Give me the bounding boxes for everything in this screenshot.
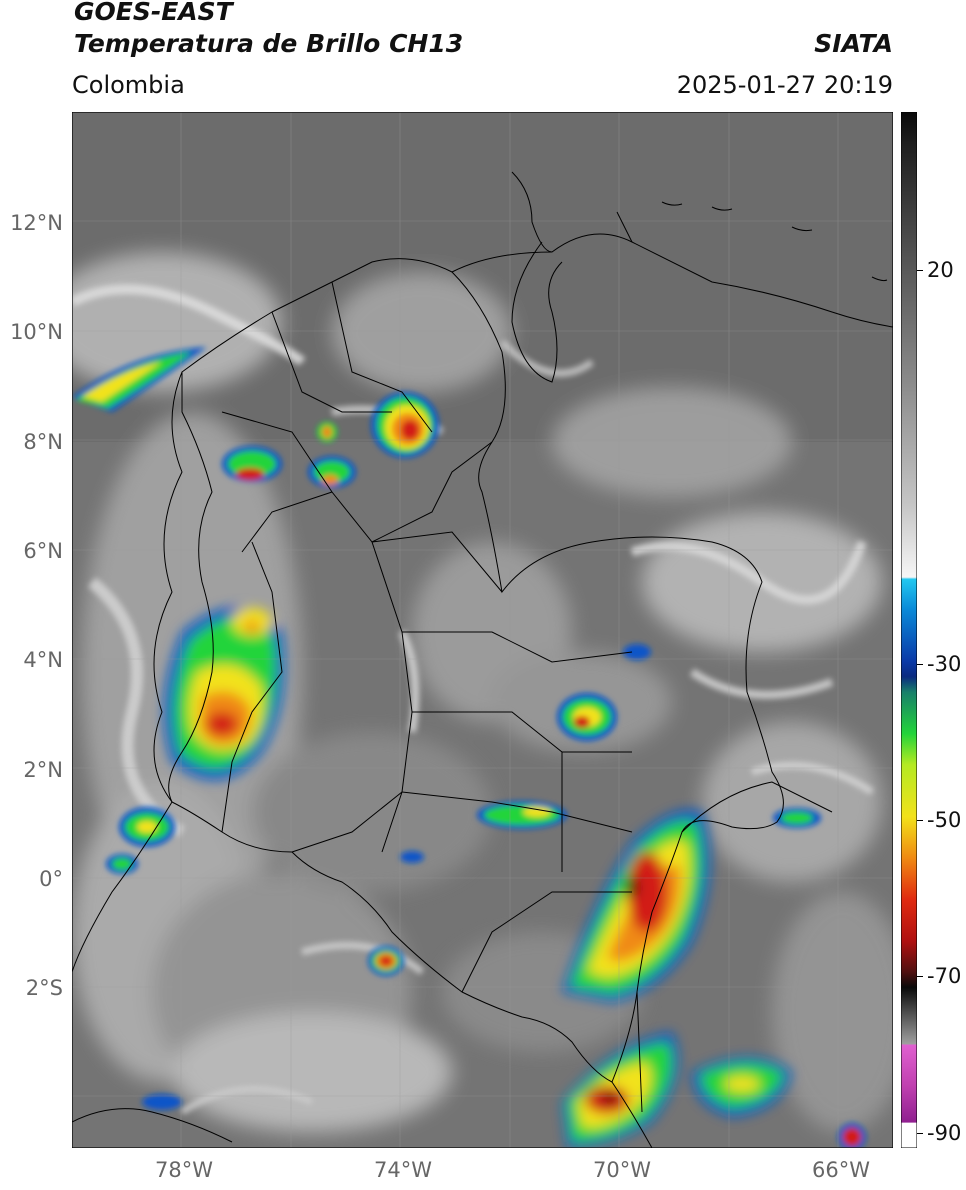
cbar-label-20: 20 (927, 258, 954, 282)
satellite-map (72, 112, 893, 1148)
lon-label-78w: 78°W (155, 1158, 213, 1182)
region-label: Colombia (72, 71, 185, 99)
storm-cell-south (562, 1032, 792, 1148)
colorbar (901, 112, 917, 1148)
lat-label-6n: 6°N (23, 539, 63, 563)
cbar-label-m70: -70 (927, 964, 962, 988)
cbar-tick-m70 (917, 976, 923, 977)
title-line-2: Temperatura de Brillo CH13 (74, 29, 464, 58)
cbar-label-m50: -50 (927, 808, 962, 832)
storm-cell-santander (371, 392, 439, 458)
cbar-tick-20 (917, 270, 923, 271)
lat-label-12n: 12°N (10, 211, 63, 235)
storm-cell-guaviare (557, 693, 617, 741)
storm-cell-small (142, 644, 866, 1148)
cbar-label-m30: -30 (927, 652, 962, 676)
lat-label-4n: 4°N (23, 648, 63, 672)
cbar-label-m90: -90 (927, 1121, 962, 1145)
colorbar-gradient (901, 112, 917, 1148)
datetime-label: 2025-01-27 20:19 (676, 71, 893, 99)
lat-label-10n: 10°N (10, 320, 63, 344)
storm-cell-vaupes (477, 801, 567, 829)
agency-label: SIATA (814, 29, 893, 58)
lon-label-74w: 74°W (374, 1158, 432, 1182)
title-line-1: GOES-EAST (74, 0, 233, 26)
graticule (72, 112, 893, 1148)
storm-cell-pacific (164, 607, 285, 780)
lat-label-2n: 2°N (23, 758, 63, 782)
colombia-border (168, 258, 784, 1083)
lat-label-0: 0° (39, 867, 63, 891)
lon-label-66w: 66°W (812, 1158, 870, 1182)
boundaries (72, 171, 893, 1148)
lat-label-8n: 8°N (23, 430, 63, 454)
cbar-tick-m50 (917, 820, 923, 821)
cbar-tick-m30 (917, 664, 923, 665)
storm-cell-narino (106, 807, 175, 874)
lon-label-70w: 70°W (593, 1158, 651, 1182)
storm-cell-antioquia (222, 422, 356, 488)
storm-cell-caribbean (72, 347, 207, 412)
cbar-tick-m90 (917, 1133, 923, 1134)
lat-label-2s: 2°S (25, 976, 63, 1000)
